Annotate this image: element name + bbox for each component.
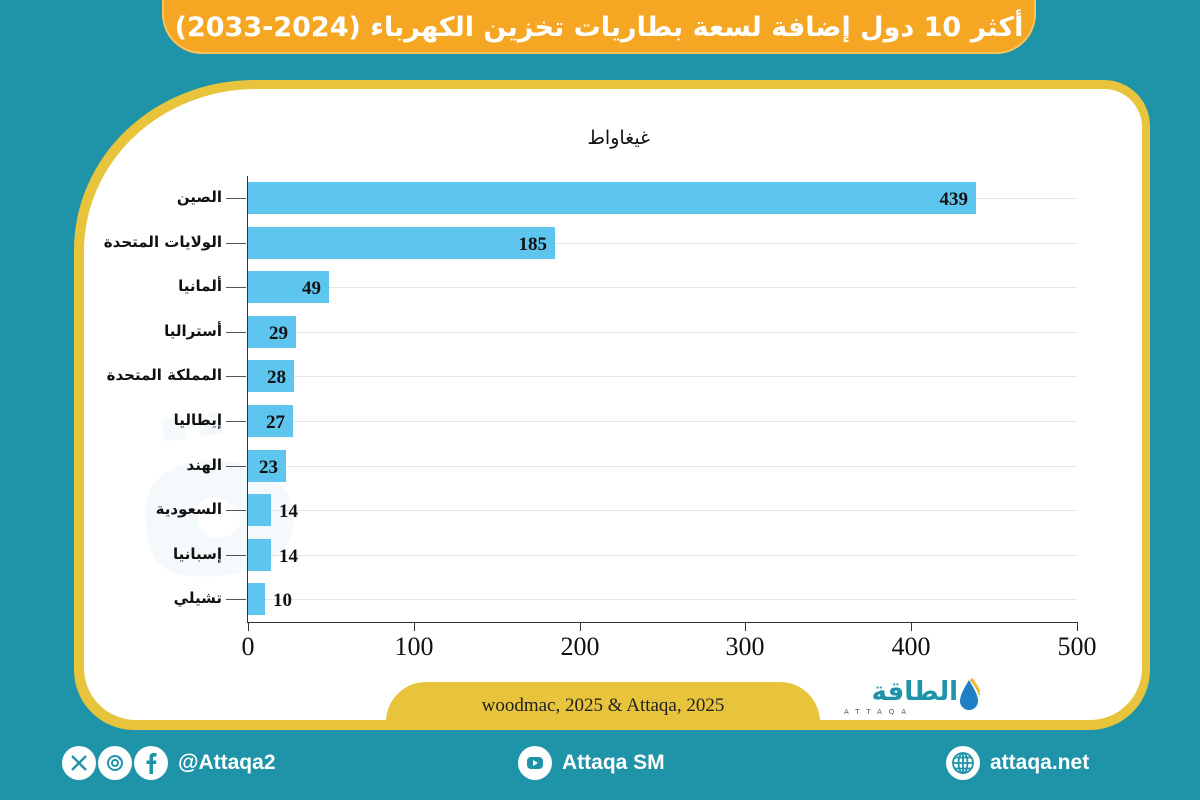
x-tick-label: 200 bbox=[560, 632, 600, 661]
unit-label: غيغاواط bbox=[587, 127, 650, 149]
attaqa-logo: الطاقة ATTAQA bbox=[840, 676, 980, 722]
source-text: woodmac, 2025 & Attaqa, 2025 bbox=[481, 695, 725, 716]
gridline bbox=[248, 421, 1077, 422]
value-label: 10 bbox=[273, 590, 292, 611]
youtube-link[interactable]: Attaqa SM bbox=[518, 745, 665, 781]
value-label: 28 bbox=[267, 367, 286, 388]
x-tick bbox=[745, 622, 746, 631]
gridline bbox=[248, 510, 1077, 511]
globe-icon[interactable] bbox=[946, 746, 980, 780]
instagram-icon[interactable] bbox=[98, 746, 132, 780]
value-label: 185 bbox=[518, 234, 548, 255]
website-label[interactable]: attaqa.net bbox=[990, 751, 1090, 774]
facebook-icon[interactable] bbox=[134, 746, 168, 780]
x-tick-label: 400 bbox=[891, 632, 931, 661]
bar bbox=[248, 316, 296, 348]
y-tick bbox=[226, 376, 246, 377]
drop-icon bbox=[960, 678, 980, 710]
value-label: 27 bbox=[266, 412, 285, 433]
bar bbox=[248, 450, 286, 482]
x-tick bbox=[1077, 622, 1078, 631]
bar bbox=[248, 405, 293, 437]
social-handle[interactable]: @Attaqa2 bbox=[178, 751, 276, 774]
x-tick bbox=[414, 622, 415, 631]
bar bbox=[248, 227, 555, 259]
gridline bbox=[248, 287, 1077, 288]
category-label: أستراليا bbox=[164, 322, 222, 340]
bar bbox=[248, 360, 294, 392]
category-label: الهند bbox=[186, 456, 222, 474]
x-tick-label: 100 bbox=[394, 632, 434, 661]
category-label: السعودية bbox=[155, 500, 222, 518]
youtube-label[interactable]: Attaqa SM bbox=[562, 751, 665, 774]
value-label: 29 bbox=[269, 323, 288, 344]
bar bbox=[248, 583, 265, 615]
gridline bbox=[248, 332, 1077, 333]
gridline bbox=[248, 376, 1077, 377]
value-label: 14 bbox=[279, 546, 298, 567]
x-tick-label: 300 bbox=[725, 632, 765, 661]
x-tick-label: 500 bbox=[1057, 632, 1097, 661]
website-link[interactable]: attaqa.net bbox=[946, 745, 1089, 781]
y-tick bbox=[226, 599, 246, 600]
gridline bbox=[248, 599, 1077, 600]
logo-arabic: الطاقة bbox=[871, 677, 958, 707]
y-tick bbox=[226, 510, 246, 511]
gridline bbox=[248, 466, 1077, 467]
x-tick bbox=[580, 622, 581, 631]
x-tick bbox=[911, 622, 912, 631]
value-label: 14 bbox=[279, 501, 298, 522]
y-tick bbox=[226, 243, 246, 244]
category-label: المملكة المتحدة bbox=[106, 366, 222, 384]
chart-title: أكثر 10 دول إضافة لسعة بطاريات تخزين الك… bbox=[174, 12, 1024, 43]
category-label: الصين bbox=[176, 188, 222, 206]
title-banner: أكثر 10 دول إضافة لسعة بطاريات تخزين الك… bbox=[162, 0, 1036, 54]
bar bbox=[248, 494, 271, 526]
y-axis bbox=[247, 176, 248, 623]
value-label: 49 bbox=[302, 278, 321, 299]
bar bbox=[248, 182, 976, 214]
youtube-icon[interactable] bbox=[518, 746, 552, 780]
x-axis bbox=[247, 622, 1078, 623]
source-badge: woodmac, 2025 & Attaqa, 2025 bbox=[386, 682, 820, 730]
category-label: إيطاليا bbox=[173, 411, 222, 429]
gridline bbox=[248, 243, 1077, 244]
category-label: ألمانيا bbox=[178, 277, 222, 295]
social-links: @Attaqa2 bbox=[62, 745, 276, 781]
bar bbox=[248, 271, 329, 303]
y-tick bbox=[226, 421, 246, 422]
category-label: تشيلي bbox=[173, 589, 222, 607]
y-tick bbox=[226, 287, 246, 288]
y-tick bbox=[226, 466, 246, 467]
bar bbox=[248, 539, 271, 571]
y-tick bbox=[226, 198, 246, 199]
category-label: إسبانيا bbox=[172, 545, 222, 563]
x-tick-label: 0 bbox=[241, 632, 255, 661]
x-tick bbox=[248, 622, 249, 631]
y-tick bbox=[226, 332, 246, 333]
category-label: الولايات المتحدة bbox=[103, 233, 222, 251]
x-icon[interactable] bbox=[62, 746, 96, 780]
gridline bbox=[248, 555, 1077, 556]
value-label: 23 bbox=[259, 457, 278, 478]
y-tick bbox=[226, 555, 246, 556]
value-label: 439 bbox=[939, 189, 969, 210]
logo-latin: ATTAQA bbox=[844, 708, 914, 716]
